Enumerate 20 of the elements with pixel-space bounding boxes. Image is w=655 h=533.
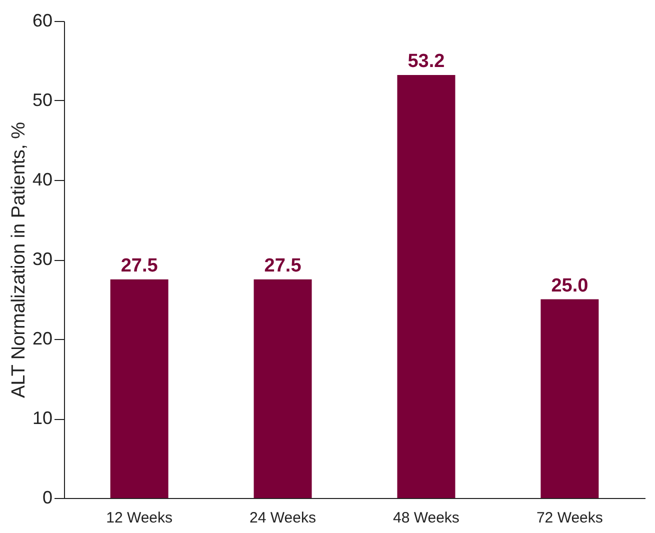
x-tick-label: 12 Weeks [106,510,173,526]
bar [254,279,312,498]
data-label: 27.5 [264,255,302,276]
bar [397,75,456,498]
data-label: 27.5 [120,255,158,276]
x-tick-label: 72 Weeks [536,510,603,526]
y-tick-label: 50 [32,90,52,110]
bar [110,279,168,498]
y-tick-label: 60 [32,10,52,30]
x-tick-label: 48 Weeks [393,510,460,526]
y-tick-label: 30 [32,249,52,269]
y-tick-label: 40 [32,170,52,190]
y-tick-label: 20 [32,328,52,348]
y-tick-label: 0 [42,488,52,508]
x-tick-label: 24 Weeks [250,510,316,526]
y-tick-label: 10 [32,408,52,428]
data-label: 25.0 [551,275,588,296]
y-axis-title: ALT Normalization in Patients, % [8,122,30,398]
data-label: 53.2 [408,51,445,72]
bar [540,299,599,498]
